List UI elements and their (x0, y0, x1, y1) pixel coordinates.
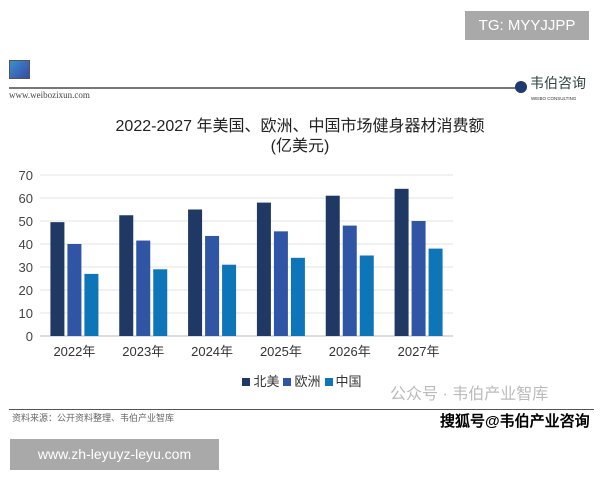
source-note: 资料来源：公开资料整理、韦伯产业智库 (12, 413, 175, 423)
sohu-watermark: 搜狐号@韦伯产业咨询 (440, 413, 590, 430)
bar-欧洲 (205, 235, 220, 336)
y-tick-label: 20 (19, 283, 33, 298)
bar-北美 (188, 209, 203, 336)
x-tick-label: 2027年 (398, 344, 440, 359)
logo-cn: 韦伯咨询 (530, 77, 586, 92)
header-divider (9, 87, 519, 89)
x-tick-label: 2022年 (53, 344, 95, 359)
logo-en: WEIBO CONSULTING (531, 96, 577, 101)
y-tick-label: 70 (19, 168, 33, 183)
legend: 北美 欧洲 中国 (0, 374, 600, 390)
bar-欧洲 (136, 240, 151, 336)
legend-label: 北美 (253, 374, 280, 389)
logo-icon (515, 81, 527, 93)
bar-北美 (394, 188, 409, 336)
y-tick-label: 40 (19, 237, 33, 252)
legend-swatch (283, 378, 292, 386)
bar-中国 (222, 264, 237, 336)
y-tick-label: 0 (26, 329, 33, 344)
overlay-tag-top: TG: MYYJJPP (465, 11, 589, 40)
site-url: www.weibozixun.com (9, 90, 90, 100)
bar-中国 (84, 273, 99, 336)
bar-中国 (428, 248, 443, 336)
bar-欧洲 (342, 225, 357, 336)
wechat-watermark: 公众号 · 韦伯产业智库 (390, 386, 549, 403)
header-square-icon (9, 60, 30, 79)
bar-欧洲 (273, 231, 288, 336)
bar-北美 (256, 202, 271, 336)
y-tick-label: 60 (19, 191, 33, 206)
bar-中国 (290, 257, 305, 336)
bar-中国 (153, 269, 168, 336)
y-tick-label: 30 (19, 260, 33, 275)
overlay-url-bottom: www.zh-leyuyz-leyu.com (10, 439, 219, 470)
bar-中国 (359, 255, 374, 336)
bar-欧洲 (67, 244, 82, 336)
chart-title: 2022-2027 年美国、欧洲、中国市场健身器材消费额 (亿美元) (0, 117, 600, 157)
legend-label: 中国 (335, 374, 362, 389)
x-tick-label: 2024年 (191, 344, 233, 359)
bar-北美 (325, 195, 340, 336)
legend-swatch (324, 378, 333, 386)
x-tick-label: 2026年 (329, 344, 371, 359)
title-text: 2022-2027 年美国、欧洲、中国市场健身器材消费额 (115, 118, 485, 135)
bar-北美 (50, 222, 65, 336)
y-tick-label: 10 (19, 306, 33, 321)
footer-divider (9, 409, 594, 410)
x-tick-label: 2025年 (260, 344, 302, 359)
x-tick-label: 2023年 (122, 344, 164, 359)
legend-swatch (242, 378, 251, 386)
bar-欧洲 (411, 221, 426, 336)
bar-北美 (119, 215, 134, 336)
legend-label: 欧洲 (294, 374, 321, 389)
y-tick-label: 50 (19, 214, 33, 229)
subtitle-text: (亿美元) (270, 138, 330, 155)
